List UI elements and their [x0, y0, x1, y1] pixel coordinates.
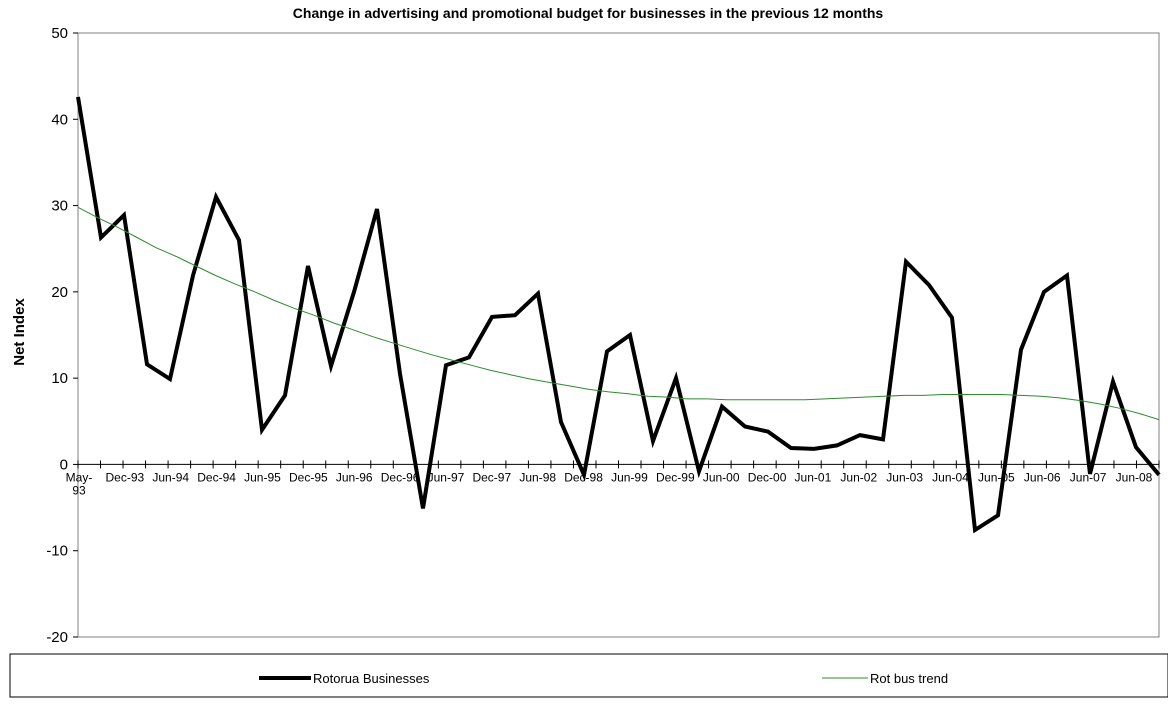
series-line-rot-bus-trend: [77, 206, 1160, 421]
x-tick-label: Jun-02: [840, 470, 877, 484]
x-axis: May-93 Dec-93 Jun-94 Dec-94 Jun-95 Dec-95 Jun-…: [66, 460, 1160, 497]
y-axis: -20 -10 0 10 20 30 40 50: [46, 25, 78, 646]
x-tick-label: Jun-99: [611, 470, 648, 484]
y-tick-label: -10: [46, 543, 68, 560]
x-tick-label: Jun-94: [152, 470, 189, 484]
legend-label-rot-bus-trend: Rot bus trend: [870, 671, 948, 686]
y-tick-label: 0: [60, 456, 68, 473]
y-tick-label: -20: [46, 629, 68, 646]
x-tick-label: Dec-93: [106, 470, 145, 484]
y-tick-label: 10: [51, 370, 68, 387]
x-tick-label: Jun-00: [703, 470, 740, 484]
plot-area-border: [77, 32, 1160, 638]
x-tick-label: Jun-07: [1070, 470, 1107, 484]
legend: Rotorua Businesses Rot bus trend: [259, 671, 948, 686]
x-tick-label: Jun-96: [336, 470, 373, 484]
x-tick-label: Dec-94: [197, 470, 236, 484]
y-tick-label: 30: [51, 198, 68, 215]
y-tick-label: 20: [51, 284, 68, 301]
x-tick-label: Jun-06: [1024, 470, 1061, 484]
x-tick-label: Jun-08: [1116, 470, 1153, 484]
chart-title: Change in advertising and promotional bu…: [293, 5, 884, 21]
y-tick-label: 40: [51, 111, 68, 128]
x-tick-label: May-93: [66, 470, 93, 497]
x-tick-label: Jun-97: [428, 470, 465, 484]
legend-label-rotorua-businesses: Rotorua Businesses: [313, 671, 430, 686]
x-tick-label: Jun-98: [519, 470, 556, 484]
legend-box: [9, 653, 1168, 698]
x-tick-label: Jun-05: [978, 470, 1015, 484]
x-tick-label: Jun-95: [244, 470, 281, 484]
series-layer: [76, 96, 1161, 534]
series-line-rotorua-businesses: [76, 96, 1161, 534]
x-tick-label: Jun-04: [932, 470, 969, 484]
x-tick-label: Dec-97: [472, 470, 511, 484]
y-axis-label: Net Index: [11, 298, 28, 366]
x-tick-label: Dec-96: [381, 470, 420, 484]
x-tick-label: Dec-99: [656, 470, 695, 484]
y-tick-label: 50: [51, 25, 68, 42]
x-tick-label: Jun-01: [795, 470, 832, 484]
x-tick-label: Dec-95: [289, 470, 328, 484]
x-tick-label: Dec-00: [748, 470, 787, 484]
x-tick-label: Jun-03: [886, 470, 923, 484]
